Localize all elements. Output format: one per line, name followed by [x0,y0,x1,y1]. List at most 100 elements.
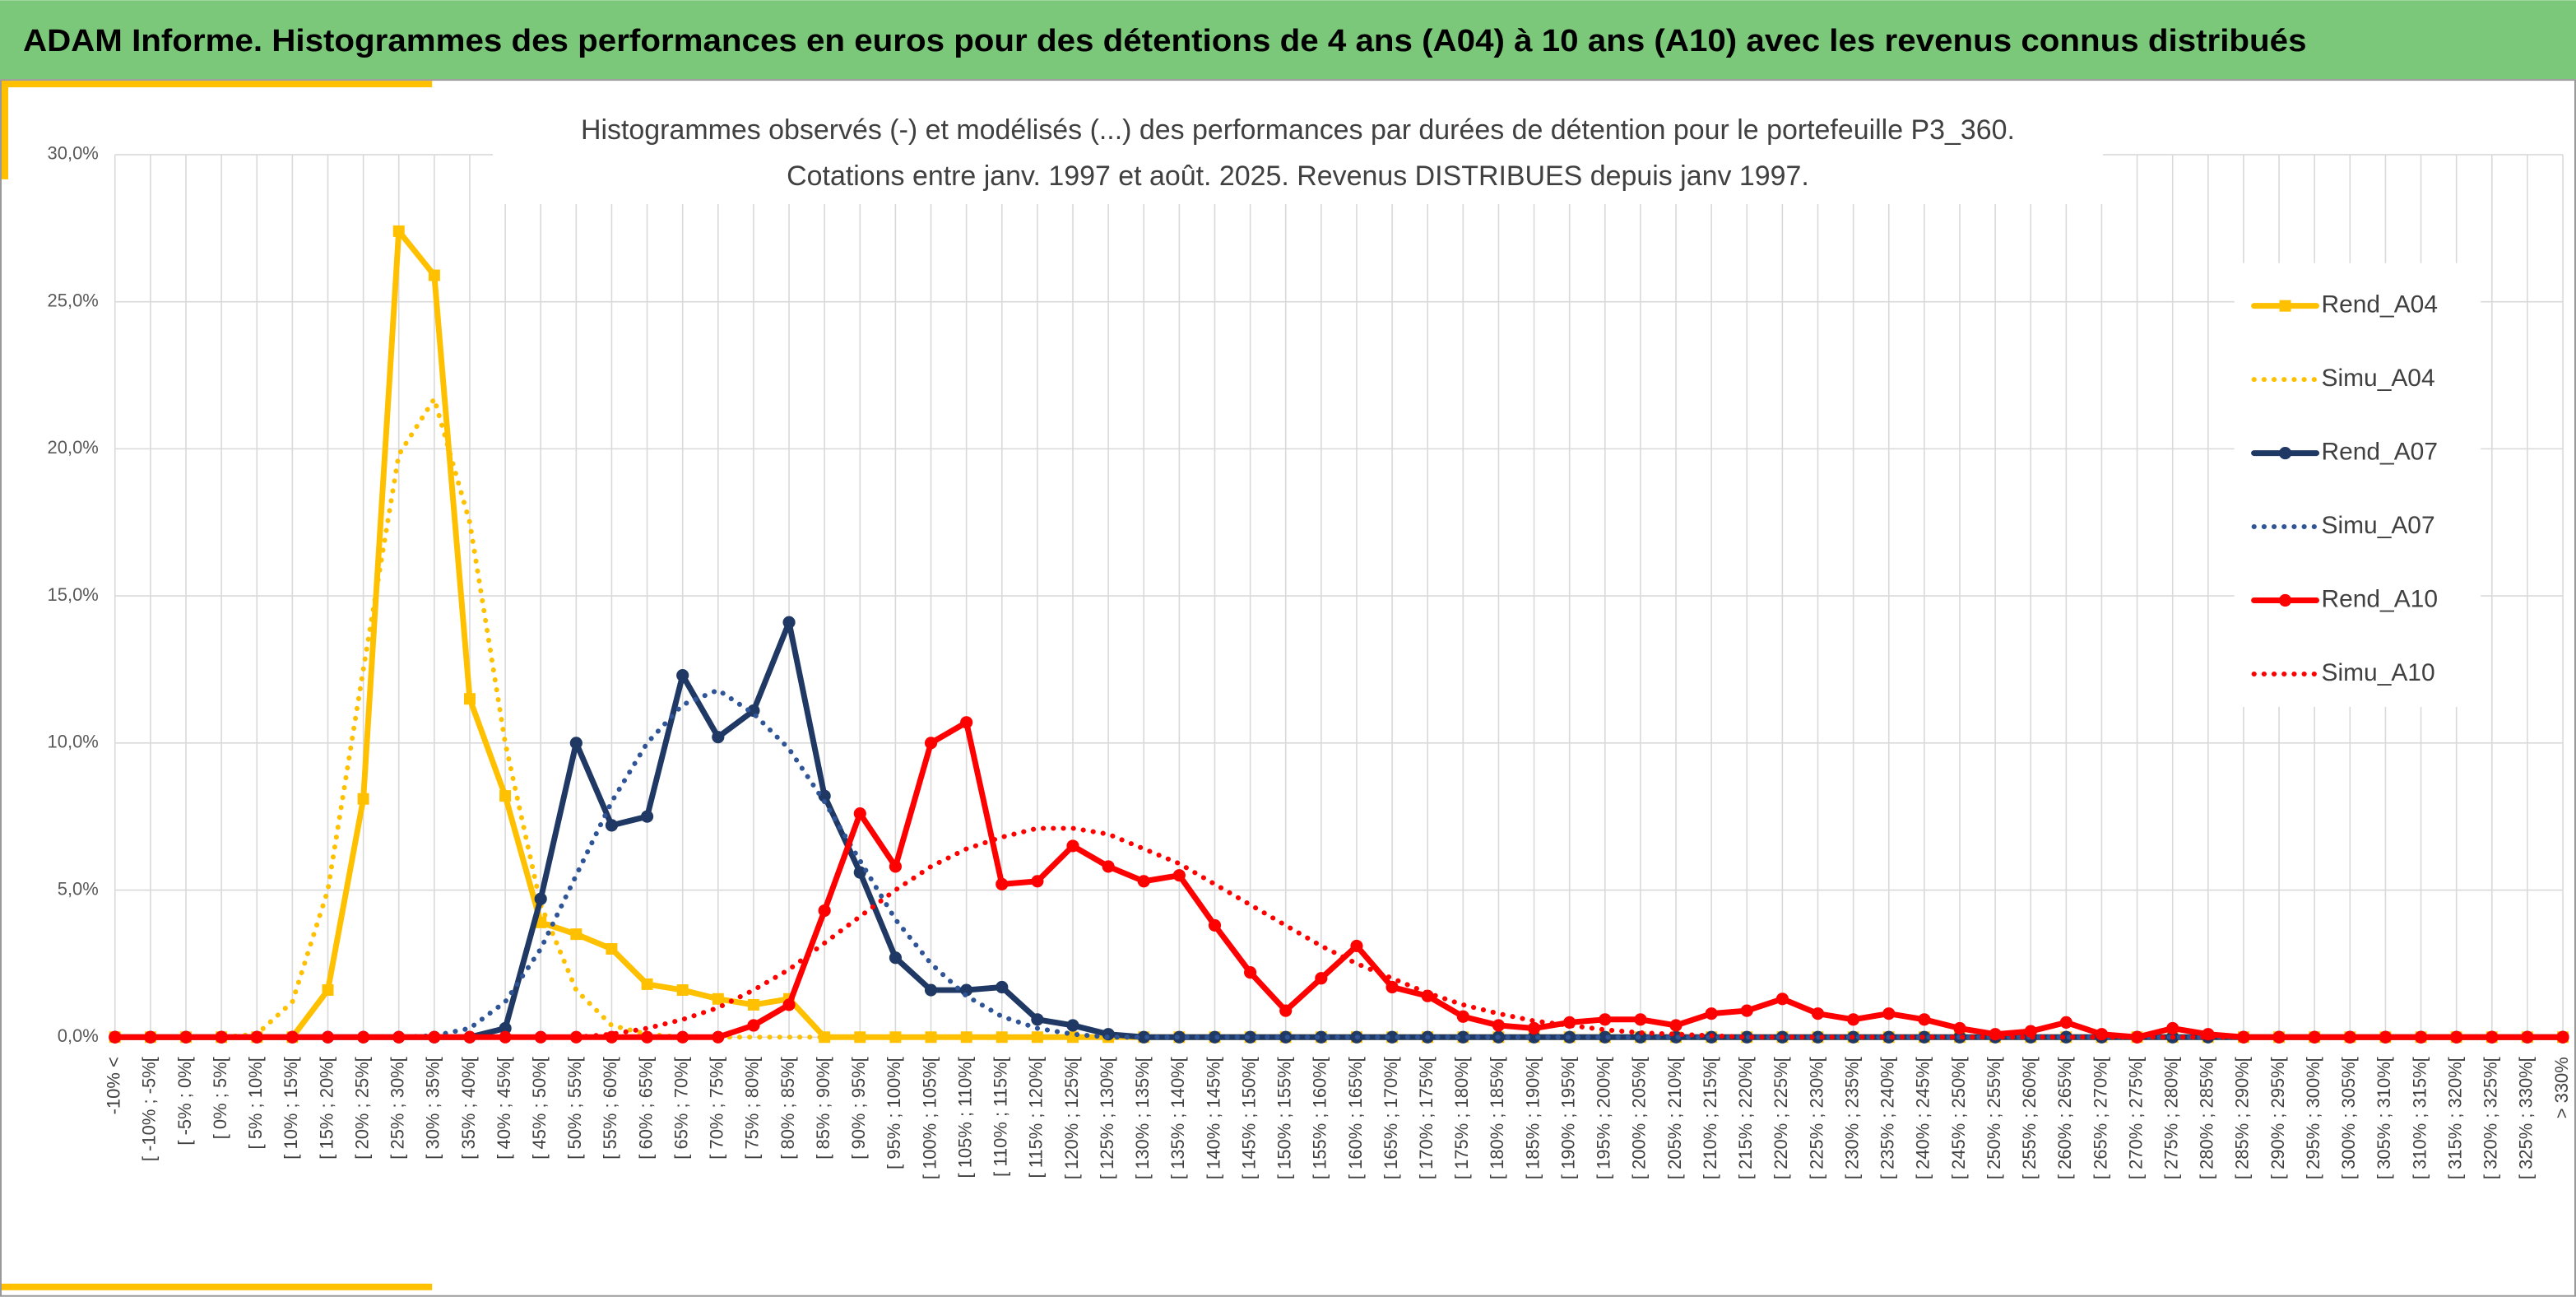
marker [1775,993,1789,1006]
x-tick-label: [ 265% ; 270%[ [2090,1057,2110,1179]
marker [570,928,583,941]
marker [782,998,796,1011]
marker [428,269,440,281]
x-tick-label: [ 20% ; 25%[ [351,1057,372,1159]
x-tick-label: [ 95% ; 100%[ [884,1057,904,1169]
x-tick-label: [ 130% ; 135%[ [1132,1057,1153,1179]
x-tick-label: [ 310% ; 315%[ [2409,1057,2430,1179]
x-tick-label: [ 185% ; 190%[ [1522,1057,1543,1179]
x-tick-label: [ 75% ; 80%[ [742,1057,763,1159]
x-tick-label: [ 155% ; 160%[ [1310,1057,1330,1179]
chart-subtitle: Cotations entre janv. 1997 et août. 2025… [787,160,1809,192]
marker [676,984,689,997]
x-tick-label: [ 65% ; 70%[ [671,1057,691,1159]
marker [818,789,831,802]
x-tick-label: [ 90% ; 95%[ [848,1057,869,1159]
marker [853,866,866,879]
marker [1705,1007,1718,1020]
x-tick-label: [ 220% ; 225%[ [1771,1057,1791,1179]
y-tick-label: 25,0% [48,290,99,310]
x-tick-label: [ 190% ; 195%[ [1557,1057,1578,1179]
x-tick-label: [ 275% ; 280%[ [2161,1057,2182,1179]
accent [0,81,8,179]
x-tick-label: [ 100% ; 105%[ [919,1057,940,1179]
x-tick-label: [ 55% ; 60%[ [600,1057,620,1159]
marker [747,1019,760,1032]
marker [960,1031,972,1044]
marker [1599,1013,1612,1026]
marker [1740,1004,1753,1017]
marker [2024,1025,2037,1038]
marker [499,1021,512,1035]
marker [2272,1030,2286,1044]
marker [1208,918,1222,932]
line [112,719,2566,1040]
x-tick-label: [ 270% ; 275%[ [2125,1057,2146,1179]
marker [853,807,866,821]
banner [0,0,2576,80]
marker [392,225,405,237]
marker [1847,1013,1860,1026]
x-tick-label: [ 285% ; 290%[ [2232,1057,2253,1179]
x-tick-label: [ 45% ; 50%[ [529,1057,550,1159]
dotted-line [112,687,2566,1040]
x-tick-label: [ 260% ; 265%[ [2054,1057,2075,1179]
x-tick-label: [ 105% ; 110%[ [954,1057,975,1178]
x-tick-label: [ 280% ; 285%[ [2197,1057,2217,1179]
x-tick-label: [ 240% ; 245%[ [1913,1057,1933,1179]
y-tick-label: 15,0% [48,584,99,605]
marker [1066,839,1079,853]
marker [924,983,938,997]
legend-label: Rend_A10 [2321,585,2438,612]
marker [640,810,654,823]
x-tick-label: > 330% [2551,1057,2572,1118]
marker [1527,1030,1541,1044]
x-tick-label: [ 230% ; 235%[ [1841,1057,1862,1179]
legend-box [2234,263,2481,707]
x-tick-label: [ 5% ; 10%[ [245,1057,266,1149]
marker [1634,1013,1647,1026]
x-tick-label: [ 30% ; 35%[ [423,1057,443,1159]
y-tick-label: 10,0% [48,732,99,752]
marker [676,1030,689,1044]
marker [712,1030,725,1044]
x-tick-label: [ 165% ; 170%[ [1381,1057,1401,1179]
marker [2450,1030,2463,1044]
accent [0,1283,433,1290]
legend-label: Simu_A10 [2321,659,2434,686]
x-tick-label: [ 140% ; 145%[ [1203,1057,1223,1179]
x-tick-label: [ 200% ; 205%[ [1629,1057,1650,1179]
marker [676,669,689,682]
frame [0,79,2576,1297]
banner-title: ADAM Informe. Histogrammes des performan… [23,24,2307,58]
marker [996,877,1009,890]
legend-label: Rend_A07 [2321,438,2438,465]
marker [889,951,902,965]
marker [2131,1030,2144,1044]
x-tick-label: [ 225% ; 230%[ [1806,1057,1826,1179]
marker [463,1030,476,1044]
marker [889,860,902,873]
plot: -10% < [ -10% ; -5%[[ -5% ; 0%[[ 0% ; 5%[… [48,143,2572,1179]
marker [534,892,547,905]
marker [2343,1030,2356,1044]
marker [1953,1021,1966,1035]
marker [1066,1019,1079,1032]
legend-label: Rend_A04 [2321,291,2438,318]
chart-title: Histogrammes observés (-) et modélisés (… [581,114,2015,146]
title-box [493,105,2103,204]
dotted-line [112,825,2566,1040]
marker [215,1030,228,1044]
marker [924,737,938,750]
x-tick-label: [ 115% ; 120%[ [1026,1057,1047,1178]
marker [1172,869,1186,882]
x-tick-label: [ -5% ; 0%[ [174,1057,195,1145]
x-tick-label: [ 305% ; 310%[ [2374,1057,2394,1179]
marker [889,1031,902,1044]
x-tick-label: [ 120% ; 125%[ [1061,1057,1082,1179]
x-tick-label: [ 175% ; 180%[ [1451,1057,1472,1179]
x-tick-label: [ 85% ; 90%[ [813,1057,833,1159]
marker [1385,980,1399,994]
